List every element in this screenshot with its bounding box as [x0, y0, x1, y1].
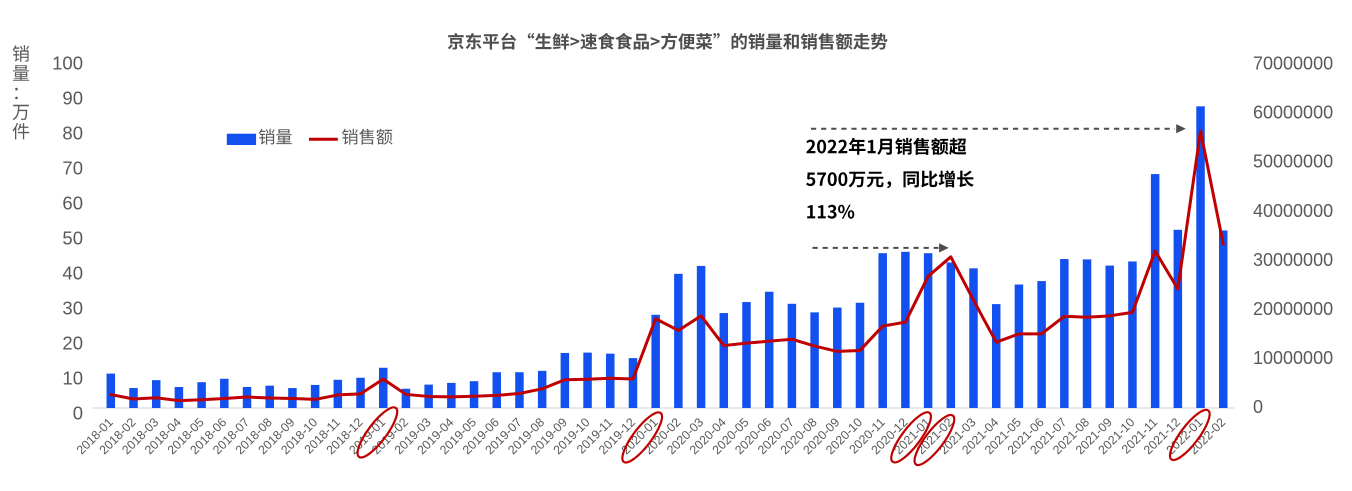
svg-text:20000000: 20000000 [1253, 299, 1333, 319]
svg-text:100: 100 [52, 53, 83, 74]
svg-text:10: 10 [62, 368, 83, 389]
svg-text:80: 80 [62, 123, 83, 144]
svg-text:40: 40 [62, 263, 83, 284]
svg-text:0: 0 [73, 403, 83, 424]
svg-text:60: 60 [62, 193, 83, 214]
svg-text:10000000: 10000000 [1253, 348, 1333, 368]
svg-text:90: 90 [62, 88, 83, 109]
svg-text:40000000: 40000000 [1253, 201, 1333, 221]
svg-text:70: 70 [62, 158, 83, 179]
svg-text:60000000: 60000000 [1253, 103, 1333, 123]
svg-text:50: 50 [62, 228, 83, 249]
svg-text:50000000: 50000000 [1253, 152, 1333, 172]
svg-text:30: 30 [62, 298, 83, 319]
svg-text:0: 0 [1253, 397, 1263, 417]
svg-text:20: 20 [62, 333, 83, 354]
svg-text:70000000: 70000000 [1253, 54, 1333, 74]
svg-text:30000000: 30000000 [1253, 250, 1333, 270]
